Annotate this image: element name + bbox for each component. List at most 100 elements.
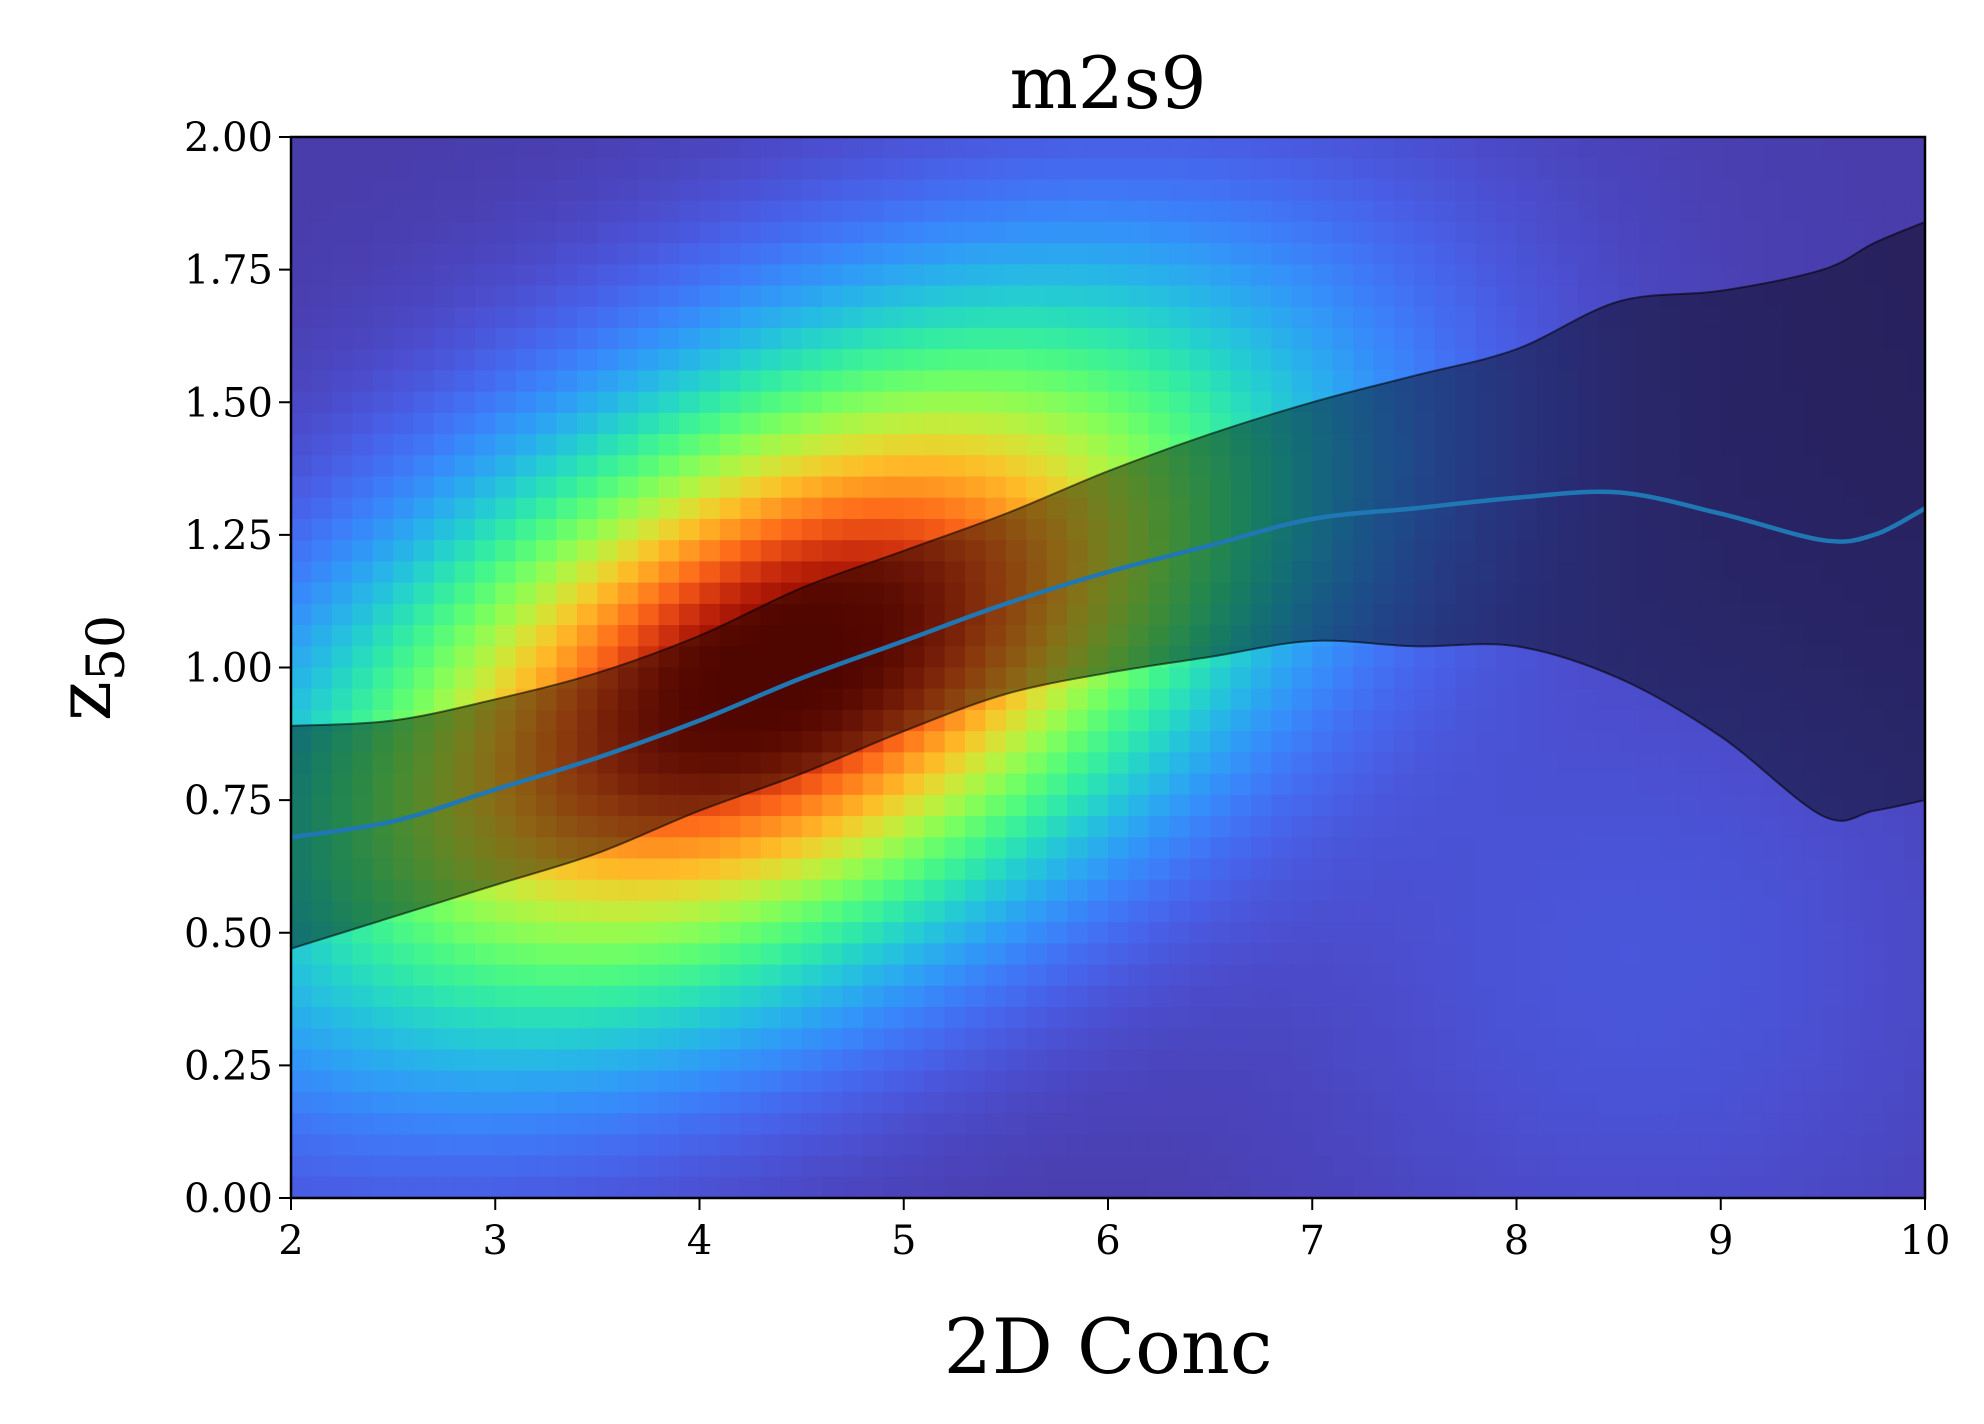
heatmap-cell [719, 264, 741, 287]
heatmap-cell [597, 1113, 619, 1135]
heatmap-cell [1210, 879, 1232, 902]
heatmap-cell [1148, 561, 1170, 584]
heatmap-cell [1128, 1049, 1150, 1072]
heatmap-cell [985, 773, 1007, 796]
heatmap-cell [1843, 731, 1865, 753]
heatmap-cell [1598, 518, 1620, 541]
x-tick-label: 4 [687, 1218, 712, 1264]
heatmap-cell [1802, 943, 1824, 966]
heatmap-cell [985, 158, 1007, 181]
y-tick-label: 1.50 [184, 380, 273, 426]
heatmap-cell [1312, 264, 1334, 287]
heatmap-cell [760, 1091, 782, 1114]
heatmap-cell [1148, 1113, 1170, 1135]
heatmap-cell [1536, 497, 1558, 520]
heatmap-cell [1639, 837, 1661, 860]
heatmap-cell [1312, 794, 1334, 817]
heatmap-cell [597, 158, 619, 181]
heatmap-cell [903, 752, 925, 775]
heatmap-cell [1353, 837, 1375, 860]
heatmap-cell [1741, 625, 1763, 647]
heatmap-cell [1393, 285, 1415, 308]
y-axis-label-subscript: 50 [77, 615, 137, 681]
heatmap-cell [679, 540, 701, 562]
heatmap-cell [1557, 455, 1579, 478]
heatmap-cell [1128, 518, 1150, 541]
heatmap-cell [658, 221, 680, 244]
heatmap-cell [1169, 1049, 1191, 1072]
heatmap-cell [1230, 243, 1252, 265]
heatmap-cell [679, 264, 701, 287]
heatmap-cell [944, 200, 966, 223]
heatmap-cell [842, 412, 864, 435]
heatmap-cell [1332, 200, 1354, 223]
heatmap-cell [883, 1091, 905, 1114]
heatmap-cell [1802, 646, 1824, 669]
heatmap-cell [1598, 667, 1620, 690]
heatmap-cell [862, 1134, 884, 1157]
heatmap-cell [1618, 1070, 1640, 1093]
heatmap-cell [699, 582, 721, 605]
heatmap-cell [1884, 412, 1906, 435]
heatmap-cell [1230, 561, 1252, 584]
heatmap-cell [1353, 1134, 1375, 1157]
heatmap-cell [638, 391, 660, 414]
heatmap-cell [699, 816, 721, 838]
heatmap-cell [719, 327, 741, 350]
heatmap-cell [965, 179, 987, 202]
heatmap-cell [1659, 731, 1681, 753]
heatmap-cell [1230, 964, 1252, 987]
heatmap-cell [1863, 1155, 1885, 1178]
heatmap-cell [1720, 327, 1742, 350]
heatmap-cell [1720, 943, 1742, 966]
svg-text:z50: z50 [39, 615, 137, 721]
heatmap-cell [1761, 625, 1783, 647]
heatmap-cell [1434, 1028, 1456, 1051]
heatmap-cell [965, 561, 987, 584]
heatmap-cell [311, 879, 333, 902]
heatmap-cell [842, 455, 864, 478]
heatmap-cell [1312, 200, 1334, 223]
heatmap-cell [1312, 412, 1334, 435]
heatmap-cell [1700, 1049, 1722, 1072]
heatmap-cell [1782, 582, 1804, 605]
heatmap-cell [1210, 667, 1232, 690]
heatmap-cell [760, 327, 782, 350]
heatmap-cell [760, 306, 782, 329]
heatmap-cell [393, 688, 415, 711]
heatmap-cell [1128, 497, 1150, 520]
heatmap-cell [1291, 646, 1313, 669]
heatmap-cell [1618, 285, 1640, 308]
heatmap-cell [944, 158, 966, 181]
heatmap-cell [1393, 158, 1415, 181]
heatmap-cell [1312, 879, 1334, 902]
heatmap-cell [719, 731, 741, 753]
heatmap-cell [474, 391, 496, 414]
heatmap-cell [1332, 158, 1354, 181]
y-axis-label: z50 [39, 615, 137, 721]
heatmap-cell [352, 540, 374, 562]
heatmap-cell [699, 540, 721, 562]
heatmap-cell [1863, 264, 1885, 287]
heatmap-cell [740, 625, 762, 647]
heatmap-cell [862, 391, 884, 414]
heatmap-cell [740, 221, 762, 244]
heatmap-cell [1802, 412, 1824, 435]
heatmap-cell [1271, 667, 1293, 690]
heatmap-cell [1291, 752, 1313, 775]
heatmap-cell [679, 137, 701, 159]
heatmap-cell [1618, 837, 1640, 860]
heatmap-cell [1639, 646, 1661, 669]
heatmap-cell [1087, 434, 1109, 456]
heatmap-cell [291, 943, 313, 966]
heatmap-cell [1128, 1134, 1150, 1157]
heatmap-cell [1414, 985, 1436, 1008]
heatmap-cell [1516, 137, 1538, 159]
heatmap-cell [1189, 1091, 1211, 1114]
heatmap-cell [495, 476, 517, 499]
heatmap-cell [822, 603, 844, 626]
heatmap-cell [1087, 179, 1109, 202]
heatmap-cell [352, 243, 374, 265]
heatmap-cell [1904, 518, 1925, 541]
heatmap-cell [1782, 243, 1804, 265]
